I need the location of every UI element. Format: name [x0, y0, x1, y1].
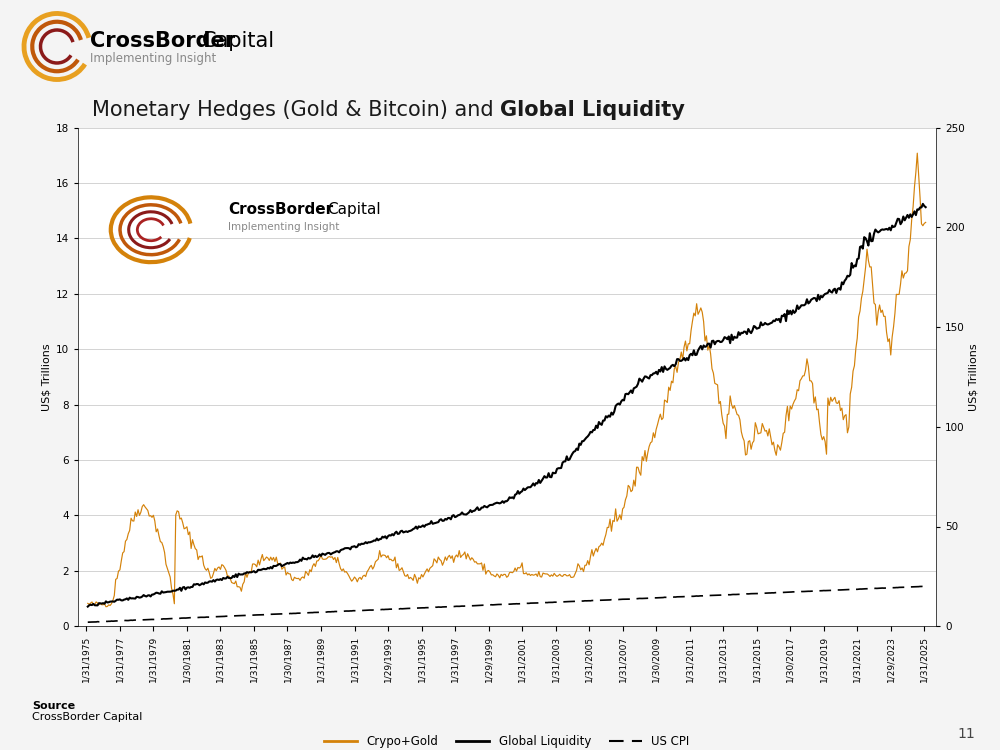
Line: Crypo+Gold: Crypo+Gold: [88, 153, 926, 607]
Crypo+Gold: [82, 599, 94, 608]
Global Liquidity: [135, 592, 147, 602]
US CPI: [238, 611, 250, 620]
Crypo+Gold: [136, 502, 148, 511]
US CPI: [749, 589, 761, 598]
US CPI: [135, 616, 147, 625]
Text: CrossBorder: CrossBorder: [228, 202, 333, 217]
Crypo+Gold: [911, 148, 923, 158]
Text: Implementing Insight: Implementing Insight: [228, 222, 340, 232]
US CPI: [917, 582, 929, 591]
Line: Global Liquidity: Global Liquidity: [88, 204, 926, 607]
Text: CrossBorder: CrossBorder: [90, 32, 235, 51]
Crypo+Gold: [751, 423, 763, 432]
Crypo+Gold: [865, 262, 877, 272]
Global Liquidity: [238, 569, 250, 578]
US CPI: [358, 606, 370, 615]
Text: Implementing Insight: Implementing Insight: [90, 52, 216, 65]
Global Liquidity: [893, 214, 905, 223]
Global Liquidity: [82, 602, 94, 611]
Y-axis label: US$ Trillions: US$ Trillions: [969, 343, 979, 411]
Crypo+Gold: [240, 568, 252, 578]
US CPI: [82, 618, 94, 627]
Text: 11: 11: [957, 727, 975, 741]
Text: Capital: Capital: [202, 32, 275, 51]
Y-axis label: US$ Trillions: US$ Trillions: [42, 343, 52, 411]
Global Liquidity: [917, 200, 929, 208]
Global Liquidity: [864, 229, 876, 238]
Legend: Crypo+Gold, Global Liquidity, US CPI: Crypo+Gold, Global Liquidity, US CPI: [320, 730, 694, 750]
US CPI: [864, 584, 876, 593]
Text: Source: Source: [32, 701, 75, 711]
Crypo+Gold: [100, 602, 112, 611]
Global Liquidity: [920, 202, 932, 211]
Global Liquidity: [358, 539, 370, 548]
Text: Global Liquidity: Global Liquidity: [500, 100, 685, 120]
Text: Monetary Hedges (Gold & Bitcoin) and: Monetary Hedges (Gold & Bitcoin) and: [92, 100, 500, 120]
Line: US CPI: US CPI: [88, 586, 926, 622]
US CPI: [920, 582, 932, 591]
Crypo+Gold: [360, 572, 372, 581]
Text: Capital: Capital: [327, 202, 380, 217]
Text: CrossBorder Capital: CrossBorder Capital: [32, 712, 142, 722]
Global Liquidity: [749, 322, 761, 332]
Crypo+Gold: [920, 218, 932, 227]
US CPI: [893, 583, 905, 592]
Crypo+Gold: [895, 280, 907, 289]
